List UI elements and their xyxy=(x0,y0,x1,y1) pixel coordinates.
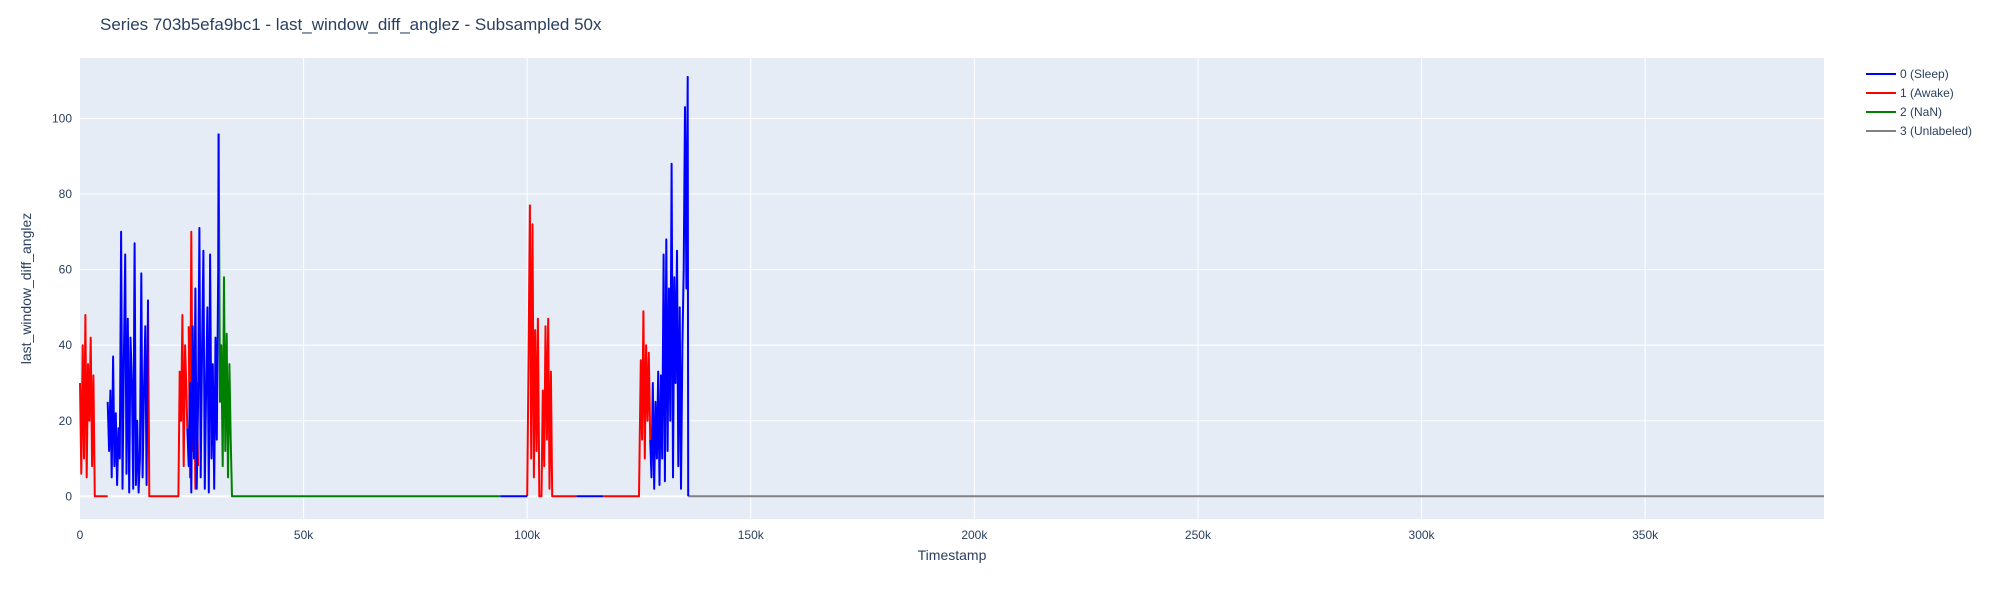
y-axis-title: last_window_diff_anglez xyxy=(18,213,34,365)
series-line xyxy=(147,299,189,498)
x-tick-label: 100k xyxy=(514,528,541,542)
x-axis-title: Timestamp xyxy=(918,547,987,563)
series-line xyxy=(106,230,149,494)
legend-label: 1 (Awake) xyxy=(1900,86,1954,100)
x-tick-label: 350k xyxy=(1632,528,1659,542)
series-layer xyxy=(79,75,1824,498)
series-0 xyxy=(106,75,690,498)
y-tick-label: 60 xyxy=(59,263,73,277)
legend: 0 (Sleep) 1 (Awake) 2 (NaN) 3 (Unlabeled) xyxy=(1866,67,1972,138)
x-tick-label: 50k xyxy=(294,528,314,542)
plot-area xyxy=(80,58,1824,519)
chart-title: Series 703b5efa9bc1 - last_window_diff_a… xyxy=(100,15,602,34)
series-line xyxy=(79,314,108,498)
y-tick-label: 40 xyxy=(59,338,73,352)
x-tick-label: 150k xyxy=(738,528,765,542)
legend-label: 2 (NaN) xyxy=(1900,105,1942,119)
legend-label: 0 (Sleep) xyxy=(1900,67,1949,81)
grid xyxy=(80,58,1824,519)
series-line xyxy=(526,204,577,498)
legend-label: 3 (Unlabeled) xyxy=(1900,124,1972,138)
series-line xyxy=(603,310,652,498)
x-axis-ticks: 0 50k 100k 150k 200k 250k 300k 350k xyxy=(77,528,1659,542)
x-tick-label: 200k xyxy=(961,528,988,542)
legend-item[interactable]: 3 (Unlabeled) xyxy=(1866,124,1972,138)
series-line xyxy=(186,133,220,494)
y-tick-label: 0 xyxy=(65,489,72,503)
legend-item[interactable]: 2 (NaN) xyxy=(1866,105,1942,119)
legend-item[interactable]: 1 (Awake) xyxy=(1866,86,1954,100)
y-tick-label: 80 xyxy=(59,187,73,201)
series-2 xyxy=(217,133,501,498)
y-axis-ticks: 0 20 40 60 80 100 xyxy=(52,111,72,503)
series-line xyxy=(649,75,690,497)
x-tick-label: 0 xyxy=(77,528,84,542)
x-tick-label: 300k xyxy=(1409,528,1436,542)
y-tick-label: 20 xyxy=(59,414,73,428)
y-tick-label: 100 xyxy=(52,111,72,125)
series-line xyxy=(217,133,501,498)
legend-item[interactable]: 0 (Sleep) xyxy=(1866,67,1949,81)
x-tick-label: 250k xyxy=(1185,528,1212,542)
